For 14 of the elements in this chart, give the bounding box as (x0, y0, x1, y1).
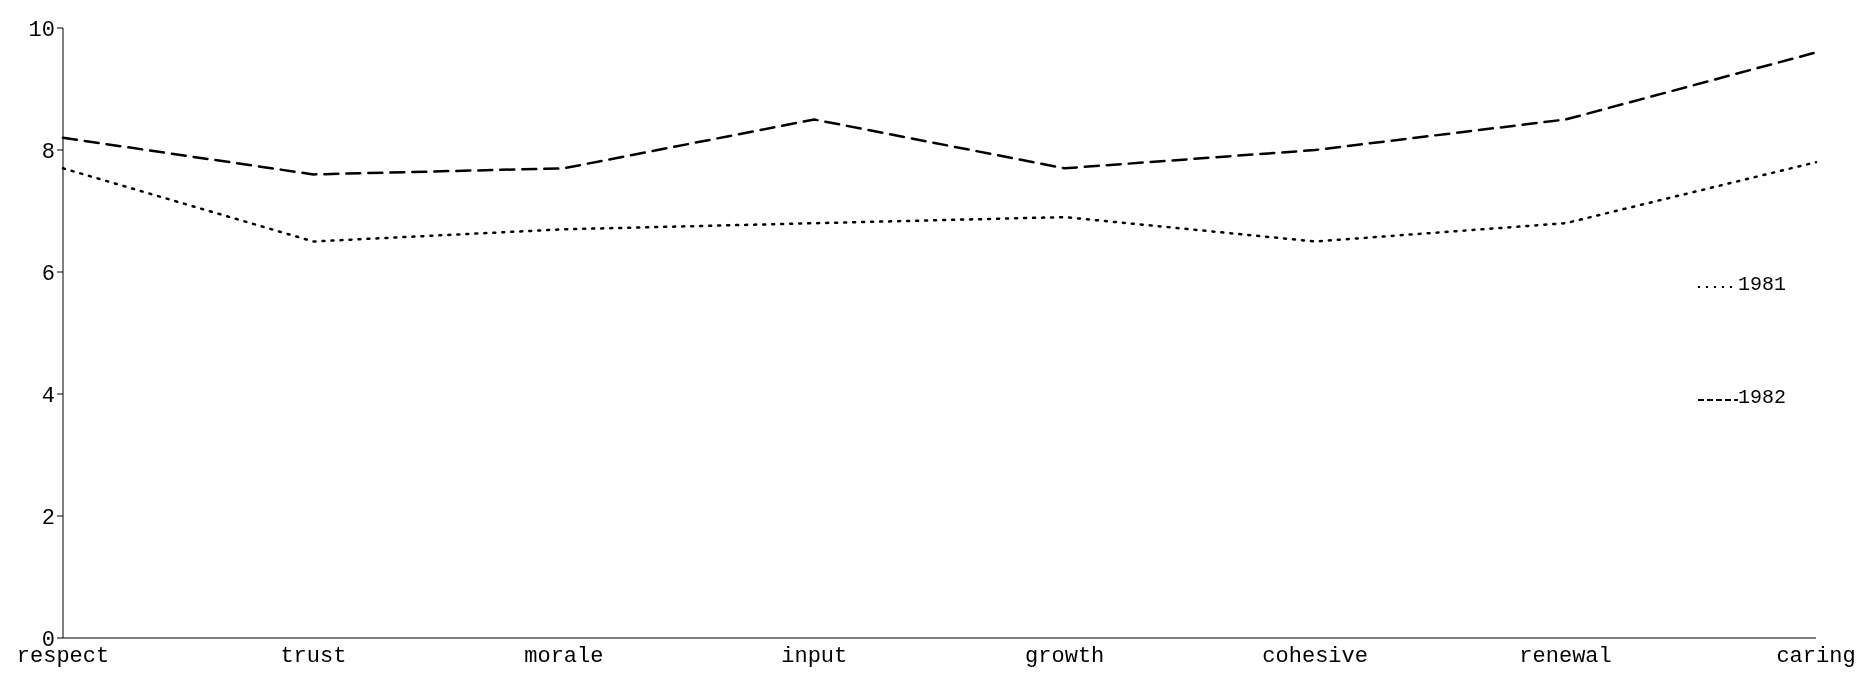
legend-label: 1982 (1737, 386, 1786, 409)
y-tick-label: 10 (28, 17, 55, 43)
y-tick-label: 6 (41, 261, 55, 287)
y-tick-label: 2 (41, 505, 55, 531)
y-tick-label: 4 (41, 383, 55, 409)
x-tick-label: caring (1776, 643, 1856, 669)
x-tick-label: cohesive (1262, 643, 1368, 669)
x-tick-label: growth (1025, 643, 1105, 669)
x-tick-label: input (781, 643, 848, 669)
x-tick-label: trust (280, 643, 347, 669)
y-tick-label: 8 (41, 139, 55, 165)
x-tick-label: renewal (1519, 643, 1612, 669)
legend-label: 1981 (1737, 273, 1786, 296)
x-tick-label: morale (524, 643, 604, 669)
